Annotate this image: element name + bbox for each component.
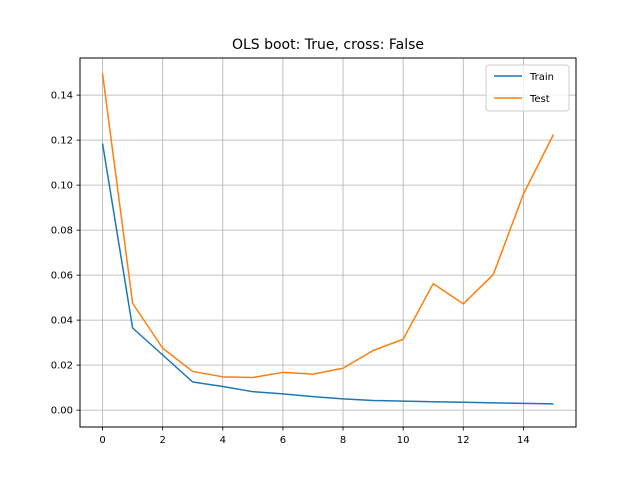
x-tick-label: 4	[220, 435, 226, 446]
x-tick-label: 14	[517, 435, 530, 446]
x-tick-label: 10	[397, 435, 410, 446]
plot-frame	[79, 57, 577, 428]
x-tick-label: 6	[280, 435, 286, 446]
y-tick-label: 0.08	[51, 226, 73, 237]
x-tick-label: 12	[457, 435, 470, 446]
legend-label-test: Test	[529, 94, 550, 105]
x-tick-label: 0	[99, 435, 105, 446]
series-line-test	[101, 73, 555, 379]
y-tick-label: 0.02	[51, 361, 73, 372]
legend: Train Test	[485, 64, 570, 112]
y-tick-label: 0.10	[51, 181, 73, 192]
y-tick-label: 0.06	[51, 271, 73, 282]
chart-title: OLS boot: True, cross: False	[232, 37, 424, 53]
y-tick-label: 0.14	[51, 91, 73, 102]
grid	[80, 58, 576, 427]
y-tick-label: 0.00	[51, 406, 73, 417]
x-tick-label: 2	[159, 435, 165, 446]
x-tick-label: 8	[340, 435, 346, 446]
series-line-train	[101, 143, 554, 405]
y-tick-label: 0.04	[51, 316, 73, 327]
legend-label-train: Train	[529, 72, 554, 83]
axis-ticks: 0 2 4 6 8 10 12 14 0.00 0.02 0.04 0.06 0.08 0.10 0.12 0…	[51, 91, 530, 446]
y-tick-label: 0.12	[51, 136, 73, 147]
series-lines	[101, 73, 555, 405]
legend-frame	[485, 64, 570, 112]
